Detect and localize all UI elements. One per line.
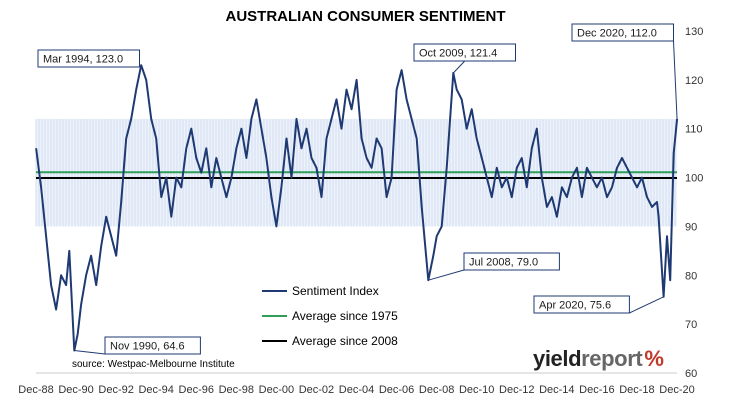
x-axis: Dec-88 Dec-90 Dec-92 Dec-94 Dec-96 Dec-98 Dec-…: [18, 372, 695, 396]
logo-part2: report: [581, 346, 643, 371]
x-tick-label: Dec-04: [339, 384, 374, 396]
legend-label: Average since 1975: [292, 309, 398, 323]
legend: Sentiment Index Average since 1975 Average…: [262, 284, 398, 348]
series-line: [35, 64, 679, 352]
source-note: source: Westpac-Melbourne Institute: [72, 359, 235, 370]
annotation-label: Jul 2008, 79.0: [469, 257, 538, 269]
y-axis: 60 70 80 90 100 110 120 130: [685, 26, 703, 380]
y-tick-label: 70: [685, 319, 697, 331]
x-tick-label: Dec-10: [459, 384, 494, 396]
annotation-leader: [452, 60, 466, 74]
x-tick-label: Dec-12: [499, 384, 534, 396]
y-tick-label: 80: [685, 270, 697, 282]
annotation-box: [104, 336, 201, 355]
y-tick-label: 60: [685, 368, 697, 380]
x-tick-label: Dec-18: [619, 384, 654, 396]
y-tick-label: 90: [685, 221, 697, 233]
annotation-label: Oct 2009, 121.4: [419, 48, 497, 60]
legend-label: Average since 2008: [292, 334, 398, 348]
x-tick-label: Dec-90: [58, 384, 93, 396]
legend-label: Sentiment Index: [292, 284, 379, 298]
x-tick-label: Dec-06: [379, 384, 414, 396]
y-tick-label: 110: [685, 124, 703, 136]
x-tick-label: Dec-14: [539, 384, 574, 396]
annotation-label: Mar 1994, 123.0: [43, 54, 123, 66]
logo-part1: yield: [533, 346, 582, 371]
y-tick-label: 120: [685, 75, 703, 87]
annotation-box: [463, 252, 560, 271]
x-tick-label: Dec-00: [259, 384, 294, 396]
annotation-box: [413, 43, 516, 62]
y-tick-label: 130: [685, 26, 703, 38]
x-tick-label: Dec-98: [219, 384, 254, 396]
x-tick-label: Dec-20: [659, 384, 694, 396]
annotation-box: [571, 23, 674, 42]
annotation-leader: [629, 296, 664, 314]
logo-percent-icon: %: [644, 346, 664, 371]
x-tick-label: Dec-96: [179, 384, 214, 396]
x-tick-label: Dec-88: [18, 384, 53, 396]
annotation-box: [37, 49, 140, 68]
annotation-leader: [74, 350, 106, 355]
series-layer: [35, 64, 679, 352]
chart-title: AUSTRALIAN CONSUMER SENTIMENT: [225, 8, 506, 25]
x-tick-label: Dec-16: [579, 384, 614, 396]
annotation-label: Nov 1990, 64.6: [110, 341, 185, 353]
reference-lines: [36, 171, 677, 180]
x-tick-label: Dec-08: [419, 384, 454, 396]
annotation-leader: [428, 269, 465, 281]
annotations: Mar 1994, 123.0 Oct 2009, 121.4 Dec 2020, …: [37, 23, 678, 355]
yieldreport-logo: yieldreport%: [533, 346, 664, 372]
annotation-leader: [673, 40, 678, 119]
annotation-label: Dec 2020, 112.0: [577, 28, 657, 40]
annotation-label: Apr 2020, 75.6: [539, 300, 611, 312]
x-tick-label: Dec-94: [138, 384, 173, 396]
y-tick-label: 100: [685, 173, 703, 185]
annotation-box: [533, 295, 630, 314]
x-tick-label: Dec-02: [299, 384, 334, 396]
x-tick-label: Dec-92: [98, 384, 133, 396]
